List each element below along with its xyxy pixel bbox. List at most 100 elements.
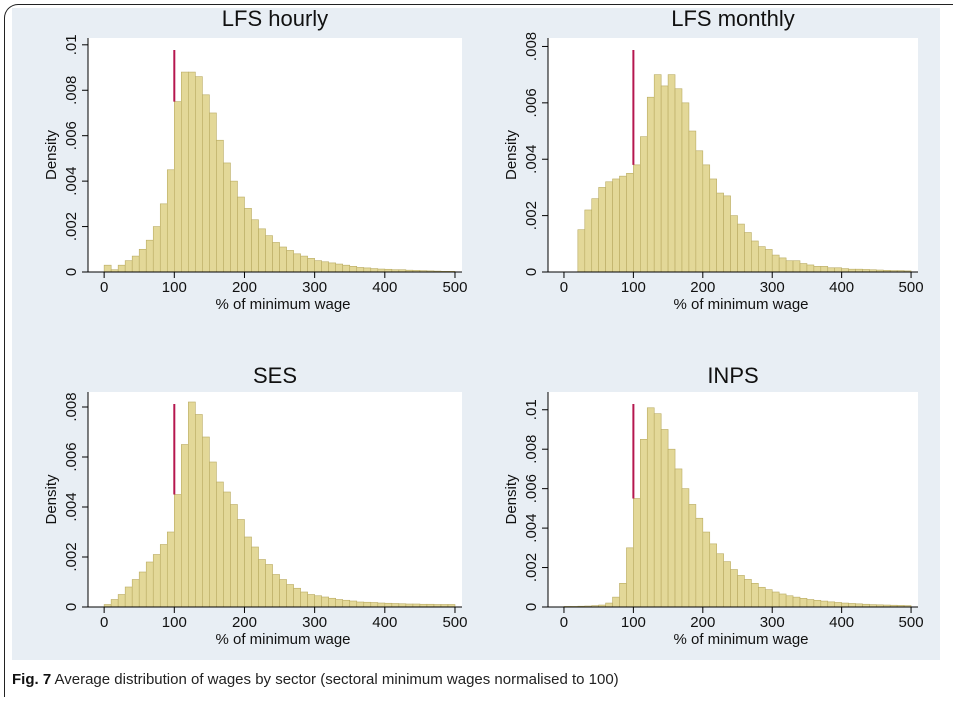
bar [751, 240, 759, 273]
x-tick-label: 100 [162, 279, 187, 296]
bar [230, 180, 238, 273]
chart-title: INPS [707, 363, 758, 388]
bar [166, 531, 175, 608]
bar [834, 602, 842, 608]
bar [152, 226, 161, 273]
bar [813, 599, 822, 608]
bar [813, 266, 822, 273]
bar [145, 561, 154, 608]
y-tick-label: .006 [63, 442, 80, 471]
bar [758, 246, 766, 273]
bar [619, 175, 627, 273]
bar [778, 593, 787, 608]
bar [723, 195, 731, 273]
bar [827, 267, 835, 273]
bar [286, 250, 294, 273]
y-axis-title: Density [503, 129, 520, 180]
bar [730, 215, 738, 273]
bar [653, 74, 662, 273]
bar [702, 531, 711, 608]
bar [785, 260, 794, 273]
x-tick-label: 200 [690, 279, 715, 296]
bar [792, 596, 801, 608]
bar [356, 267, 365, 273]
bar [653, 413, 662, 608]
bar [145, 239, 154, 273]
x-tick-label: 100 [621, 279, 646, 296]
bar [605, 602, 613, 608]
chart-title: LFS hourly [222, 6, 328, 31]
y-tick-label: .004 [523, 513, 540, 542]
bar [695, 150, 704, 273]
figure-frame [4, 4, 953, 697]
bar [751, 583, 759, 608]
y-tick-label: .006 [523, 474, 540, 503]
bar [124, 260, 133, 273]
bar [293, 587, 301, 608]
x-tick-label: 100 [621, 614, 646, 631]
x-tick-label: 300 [760, 614, 785, 631]
bar [174, 494, 182, 608]
x-tick-label: 0 [560, 279, 568, 296]
bar [702, 164, 711, 273]
y-tick-label: .008 [63, 392, 80, 421]
y-tick-label: .002 [523, 553, 540, 582]
x-axis-title: % of minimum wage [215, 631, 350, 648]
bar [792, 260, 801, 273]
bar [391, 603, 400, 608]
caption-label: Fig. 7 [12, 671, 52, 688]
bar [216, 139, 224, 273]
bar [848, 603, 856, 608]
bar [633, 164, 641, 273]
chart: LFS hourly 0 .002 .004 .006 .008 .01 0 100 200 300… [12, 6, 940, 660]
bar [584, 209, 593, 273]
y-axis-title: Density [503, 474, 520, 525]
y-tick-label: .002 [63, 542, 80, 571]
bar [279, 579, 287, 608]
bar [681, 102, 690, 273]
bar [591, 198, 599, 273]
x-axis-title: % of minimum wage [215, 296, 350, 313]
x-tick-label: 400 [372, 614, 397, 631]
bar [321, 596, 329, 608]
bar [251, 219, 259, 273]
bar [667, 74, 676, 273]
bar [131, 255, 140, 273]
x-tick-label: 200 [232, 614, 257, 631]
bar [737, 575, 745, 608]
bar [349, 600, 358, 608]
bar [166, 169, 175, 273]
bar [181, 71, 189, 273]
bar [709, 543, 717, 608]
bar [660, 85, 669, 273]
bar [737, 223, 745, 273]
bar [110, 599, 119, 608]
bar [209, 112, 217, 273]
bar [265, 235, 273, 273]
y-tick-label: .004 [63, 492, 80, 521]
bar [681, 488, 690, 608]
bar [598, 187, 606, 273]
bar [619, 583, 627, 608]
y-tick-label: 0 [523, 268, 540, 276]
bar [758, 586, 766, 608]
bar [117, 594, 126, 608]
bar [272, 574, 280, 608]
bar [612, 178, 620, 273]
x-tick-label: 200 [232, 279, 257, 296]
bar [188, 71, 196, 273]
bar [626, 547, 634, 608]
caption-text: Average distribution of wages by sector … [54, 671, 619, 688]
bar [258, 228, 266, 273]
bar [230, 504, 238, 608]
bar [293, 253, 301, 273]
bar [216, 481, 224, 608]
y-tick-label: 0 [63, 268, 80, 276]
bar [827, 601, 835, 608]
x-tick-label: 400 [829, 614, 854, 631]
bar [300, 591, 308, 608]
bar [307, 258, 315, 273]
bar [771, 254, 780, 273]
bar [181, 444, 189, 608]
x-tick-label: 500 [442, 614, 467, 631]
